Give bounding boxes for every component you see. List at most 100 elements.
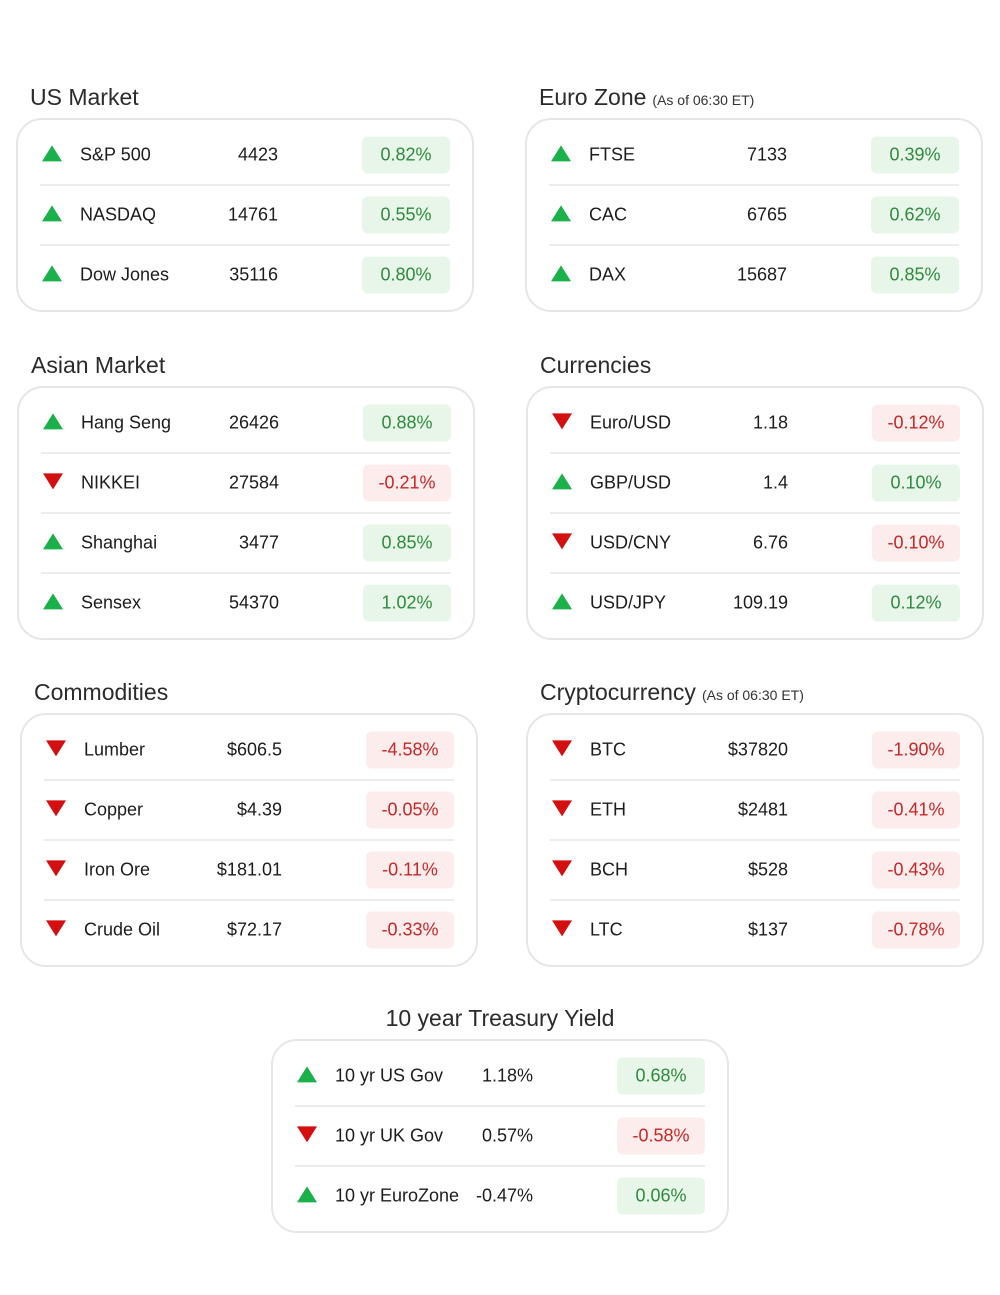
instrument-name: 10 yr EuroZone <box>335 1185 460 1206</box>
market-row: ETH $2481 -0.41% <box>550 781 960 841</box>
change-badge: -0.11% <box>366 851 454 889</box>
instrument-value: $72.17 <box>226 919 282 940</box>
change-badge: 0.85% <box>871 256 959 294</box>
down-arrow-icon <box>552 533 572 550</box>
instrument-value: 4423 <box>237 144 278 165</box>
section-title: Currencies <box>540 352 651 379</box>
change-badge: -0.58% <box>617 1117 705 1155</box>
instrument-value: 1.18% <box>481 1065 533 1086</box>
section-title: US Market <box>30 84 139 111</box>
market-row: CAC 6765 0.62% <box>549 186 959 246</box>
down-arrow-icon <box>552 740 572 757</box>
instrument-name: 10 yr UK Gov <box>335 1125 444 1146</box>
change-badge: 0.80% <box>362 256 450 294</box>
down-arrow-icon <box>552 920 572 937</box>
instrument-value: 35116 <box>229 264 278 285</box>
market-row: 10 yr US Gov 1.18% 0.68% <box>295 1047 705 1107</box>
up-arrow-icon <box>297 1186 317 1203</box>
instrument-value: 6.76 <box>752 532 788 553</box>
market-card: Lumber $606.5 -4.58% Copper $4.39 -0.05% Iron … <box>20 713 478 967</box>
market-row: 10 yr EuroZone -0.47% 0.06% <box>295 1167 705 1225</box>
up-arrow-icon <box>43 413 63 430</box>
down-arrow-icon <box>43 473 63 490</box>
market-row: GBP/USD 1.4 0.10% <box>550 454 960 514</box>
instrument-value: 26426 <box>228 412 279 433</box>
market-row: Crude Oil $72.17 -0.33% <box>44 901 454 959</box>
as-of-note: (As of 06:30 ET) <box>701 687 804 703</box>
change-badge: 0.82% <box>362 136 450 174</box>
down-arrow-icon <box>552 800 572 817</box>
section-title-text: Cryptocurrency <box>540 679 696 705</box>
market-row: BTC $37820 -1.90% <box>550 721 960 781</box>
change-badge: -0.33% <box>366 911 454 949</box>
section-title: Euro Zone (As of 06:30 ET) <box>539 84 754 111</box>
market-row: NIKKEI 27584 -0.21% <box>41 454 451 514</box>
instrument-name: GBP/USD <box>590 472 672 493</box>
instrument-name: BCH <box>590 859 629 880</box>
market-row: USD/CNY 6.76 -0.10% <box>550 514 960 574</box>
instrument-name: Hang Seng <box>81 412 172 433</box>
instrument-name: CAC <box>589 204 628 225</box>
market-card: Euro/USD 1.18 -0.12% GBP/USD 1.4 0.10% USD/CNY… <box>526 386 984 640</box>
up-arrow-icon <box>551 265 571 282</box>
section-title: 10 year Treasury Yield <box>271 1005 729 1032</box>
instrument-value: $2481 <box>737 799 788 820</box>
instrument-value: 3477 <box>238 532 279 553</box>
instrument-name: USD/CNY <box>590 532 672 553</box>
down-arrow-icon <box>297 1126 317 1143</box>
down-arrow-icon <box>46 800 66 817</box>
instrument-value: $4.39 <box>236 799 282 820</box>
change-badge: 0.10% <box>872 464 960 502</box>
market-row: Euro/USD 1.18 -0.12% <box>550 394 960 454</box>
instrument-value: 1.18 <box>752 412 788 433</box>
up-arrow-icon <box>297 1066 317 1083</box>
up-arrow-icon <box>551 205 571 222</box>
market-row: S&P 500 4423 0.82% <box>40 126 450 186</box>
down-arrow-icon <box>46 920 66 937</box>
instrument-value: 1.4 <box>762 472 788 493</box>
instrument-name: ETH <box>590 799 626 820</box>
instrument-value: $528 <box>747 859 788 880</box>
market-row: USD/JPY 109.19 0.12% <box>550 574 960 632</box>
change-badge: -0.12% <box>872 404 960 442</box>
section-title: Commodities <box>34 679 168 706</box>
instrument-name: Shanghai <box>81 532 158 553</box>
up-arrow-icon <box>42 145 62 162</box>
change-badge: 0.55% <box>362 196 450 234</box>
instrument-value: 27584 <box>228 472 279 493</box>
up-arrow-icon <box>42 205 62 222</box>
instrument-name: Lumber <box>84 739 146 760</box>
instrument-value: 54370 <box>228 592 279 613</box>
instrument-value: 0.57% <box>481 1125 533 1146</box>
market-card: Hang Seng 26426 0.88% NIKKEI 27584 -0.21% Shan… <box>17 386 475 640</box>
instrument-name: USD/JPY <box>590 592 667 613</box>
section-title: Cryptocurrency (As of 06:30 ET) <box>540 679 804 706</box>
market-card: S&P 500 4423 0.82% NASDAQ 14761 0.55% Dow Jone… <box>16 118 474 312</box>
change-badge: 0.62% <box>871 196 959 234</box>
as-of-note: (As of 06:30 ET) <box>652 92 755 108</box>
market-row: Dow Jones 35116 0.80% <box>40 246 450 304</box>
instrument-name: Euro/USD <box>590 412 672 433</box>
market-card: BTC $37820 -1.90% ETH $2481 -0.41% BCH $528 -0.4… <box>526 713 984 967</box>
instrument-value: 15687 <box>736 264 787 285</box>
instrument-value: -0.47% <box>475 1185 533 1206</box>
instrument-value: 6765 <box>746 204 787 225</box>
instrument-value: 14761 <box>227 204 278 225</box>
section-title-text: Asian Market <box>31 352 166 378</box>
market-row: 10 yr UK Gov 0.57% -0.58% <box>295 1107 705 1167</box>
instrument-name: Dow Jones <box>80 264 170 285</box>
instrument-value: $137 <box>747 919 788 940</box>
market-card: FTSE 7133 0.39% CAC 6765 0.62% DAX 15687 0.85% <box>525 118 983 312</box>
instrument-value: $606.5 <box>226 739 282 760</box>
instrument-name: DAX <box>589 264 627 285</box>
down-arrow-icon <box>552 413 572 430</box>
instrument-value: $181.01 <box>216 859 282 880</box>
change-badge: -0.21% <box>363 464 451 502</box>
instrument-value: 7133 <box>746 144 787 165</box>
up-arrow-icon <box>43 593 63 610</box>
market-row: LTC $137 -0.78% <box>550 901 960 959</box>
market-row: Iron Ore $181.01 -0.11% <box>44 841 454 901</box>
instrument-name: FTSE <box>589 144 636 165</box>
change-badge: -0.05% <box>366 791 454 829</box>
instrument-value: $37820 <box>727 739 788 760</box>
